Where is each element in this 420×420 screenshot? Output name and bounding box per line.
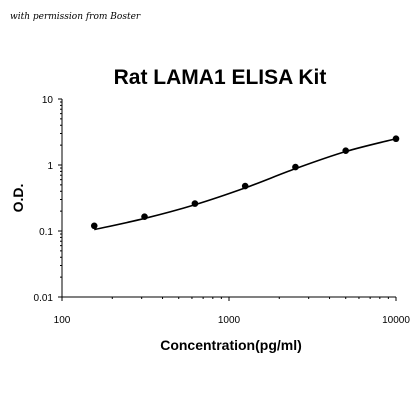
- chart-title: Rat LAMA1 ELISA Kit: [114, 66, 327, 89]
- data-point: [241, 182, 249, 190]
- y-tick-label: 10: [42, 95, 54, 106]
- y-axis-title: O.D.: [10, 184, 26, 213]
- data-point: [90, 222, 98, 230]
- data-point: [292, 163, 299, 171]
- x-axis-title: Concentration(pg/ml): [160, 337, 302, 353]
- y-tick-label: 0.1: [39, 227, 53, 238]
- data-point: [141, 213, 148, 220]
- x-tick-label: 10000: [382, 315, 410, 326]
- x-axis: 100 1000 10000: [54, 296, 410, 326]
- watermark-text: with permission from Boster: [10, 12, 141, 22]
- y-axis: 10 1 0.1 0.01: [34, 95, 63, 304]
- x-tick-label: 1000: [218, 315, 241, 326]
- data-point: [191, 200, 199, 207]
- x-tick-label: 100: [54, 315, 71, 326]
- data-points: [90, 135, 400, 230]
- data-point: [342, 147, 350, 154]
- y-tick-label: 0.01: [34, 293, 54, 304]
- y-tick-label: 1: [47, 161, 53, 172]
- data-point: [392, 135, 400, 143]
